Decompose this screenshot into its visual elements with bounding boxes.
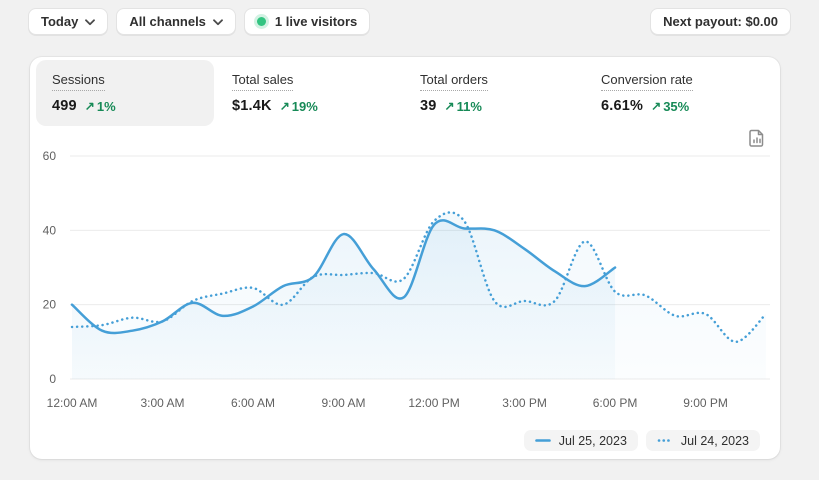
metric-change: ↗ 19% xyxy=(279,98,318,114)
chart-series xyxy=(70,211,768,379)
metric-label: Total sales xyxy=(232,73,294,91)
metric-change: ↗ 1% xyxy=(84,98,116,114)
y-tick-label: 40 xyxy=(43,223,57,237)
next-payout-label: Next payout: $0.00 xyxy=(663,14,778,29)
metric-value: 6.61% xyxy=(601,98,644,114)
series-area-1 xyxy=(72,212,766,379)
x-tick-label: 12:00 AM xyxy=(47,396,98,410)
legend-item-jul-24[interactable]: Jul 24, 2023 xyxy=(645,430,760,451)
chevron-down-icon xyxy=(85,18,96,26)
chart-axis-labels: 0 20 40 60 12:00 AM 3:00 AM 6:00 AM 9:00 AM 12:0… xyxy=(43,149,728,410)
analytics-card: Sessions 499 ↗ 1% Total sales $1.4K ↗ 19% … xyxy=(30,57,780,459)
dotted-line-icon xyxy=(657,439,673,442)
legend-label: Jul 25, 2023 xyxy=(558,433,627,448)
metric-label: Total orders xyxy=(420,73,488,91)
x-tick-label: 9:00 AM xyxy=(322,396,366,410)
y-tick-label: 60 xyxy=(43,149,57,163)
live-visitors-dot-icon xyxy=(256,17,266,26)
channel-filter-label: All channels xyxy=(129,14,206,29)
y-tick-label: 0 xyxy=(49,372,56,386)
metric-change: ↗ 35% xyxy=(651,98,690,114)
up-arrow-icon: ↗ xyxy=(84,99,95,113)
sessions-chart[interactable]: 0 20 40 60 12:00 AM 3:00 AM 6:00 AM 9:00 AM 12:0… xyxy=(30,57,780,459)
legend-label: Jul 24, 2023 xyxy=(680,433,749,448)
live-visitors-label: 1 live visitors xyxy=(274,14,358,29)
up-arrow-icon: ↗ xyxy=(279,99,290,113)
metric-tab-total-orders[interactable]: Total orders 39 ↗ 11% xyxy=(420,60,488,126)
chevron-down-icon xyxy=(213,18,223,26)
metric-tab-sessions[interactable]: Sessions 499 ↗ 1% xyxy=(36,60,214,126)
metric-change: ↗ 11% xyxy=(444,98,482,114)
channel-filter[interactable]: All channels xyxy=(116,8,236,35)
live-visitors-button[interactable]: 1 live visitors xyxy=(243,8,371,35)
up-arrow-icon: ↗ xyxy=(651,99,662,113)
x-tick-label: 9:00 PM xyxy=(683,396,728,410)
solid-line-icon xyxy=(534,439,551,442)
up-arrow-icon: ↗ xyxy=(444,99,455,113)
metric-tab-total-sales[interactable]: Total sales $1.4K ↗ 19% xyxy=(232,60,318,126)
y-tick-label: 20 xyxy=(43,298,57,312)
date-range-label: Today xyxy=(41,14,79,29)
metric-label: Sessions xyxy=(52,73,105,91)
metric-value: 39 xyxy=(420,98,437,114)
x-tick-label: 3:00 AM xyxy=(140,396,184,410)
metric-tab-conversion-rate[interactable]: Conversion rate 6.61% ↗ 35% xyxy=(601,60,693,126)
x-tick-label: 6:00 PM xyxy=(593,396,638,410)
date-range-filter[interactable]: Today xyxy=(28,8,109,35)
topbar: Today All channels 1 live visitors Next … xyxy=(28,8,791,35)
series-line-jul-24-2023 xyxy=(70,211,768,344)
metric-label: Conversion rate xyxy=(601,73,693,91)
x-tick-label: 12:00 PM xyxy=(408,396,459,410)
next-payout-button[interactable]: Next payout: $0.00 xyxy=(650,8,791,35)
x-tick-label: 3:00 PM xyxy=(502,396,547,410)
report-icon[interactable] xyxy=(746,128,768,150)
chart-legend: Jul 25, 2023 Jul 24, 2023 xyxy=(523,430,760,451)
metric-value: $1.4K xyxy=(232,98,272,114)
metric-value: 499 xyxy=(52,98,77,114)
legend-item-jul-25[interactable]: Jul 25, 2023 xyxy=(523,430,638,451)
x-tick-label: 6:00 AM xyxy=(231,396,275,410)
